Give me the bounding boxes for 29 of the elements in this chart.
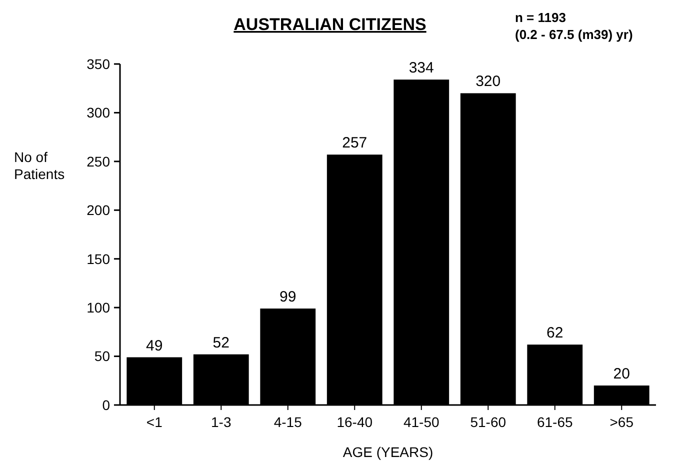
y-axis-title: No of Patients (14, 149, 65, 182)
y-tick-label: 100 (86, 299, 110, 316)
text: (0.2 - 67.5 (m39) yr) (515, 27, 633, 42)
x-tick-label: 4-15 (274, 414, 302, 430)
x-tick-label: <1 (146, 414, 163, 430)
y-tick-label: 0 (102, 396, 110, 413)
y-tick-label: 350 (86, 56, 110, 72)
text: n = 1193 (515, 10, 566, 25)
x-tick-label: 16-40 (336, 414, 373, 430)
data-label: 49 (146, 337, 163, 354)
x-tick-label: 51-60 (470, 414, 506, 430)
data-label: 99 (280, 288, 296, 306)
y-tick-label: 50 (94, 348, 110, 364)
data-label: 320 (476, 73, 501, 90)
data-label: 52 (212, 334, 230, 352)
y-tick-label: 150 (86, 250, 110, 267)
data-label: 257 (342, 134, 368, 152)
x-tick-label: 41-50 (403, 414, 440, 430)
x-axis-title: AGE (YEARS) (342, 444, 434, 460)
data-label: 20 (613, 366, 630, 383)
y-tick-label: 300 (86, 104, 110, 121)
y-tick-label: 250 (86, 153, 110, 170)
chart-title: AUSTRALIAN CITIZENS (234, 15, 426, 34)
x-tick-label: 1-3 (211, 414, 232, 430)
data-label: 334 (408, 60, 434, 77)
x-tick-label: >65 (610, 414, 634, 430)
y-tick-label: 200 (86, 202, 110, 218)
data-label: 62 (546, 324, 564, 342)
x-tick-label: 61-65 (536, 414, 573, 430)
